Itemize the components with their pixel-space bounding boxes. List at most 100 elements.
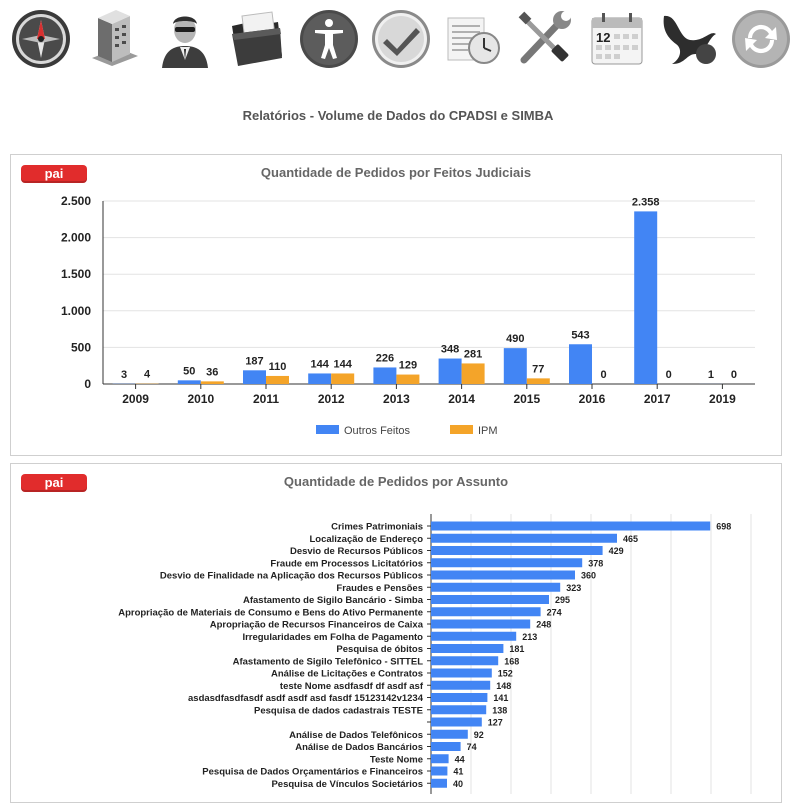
bar (431, 669, 492, 678)
data-label: 127 (488, 718, 503, 728)
data-label: 144 (311, 358, 330, 370)
y-tick-label: 1.500 (61, 267, 91, 281)
category-label: Pesquisa de Vínculos Societários (271, 779, 423, 790)
bar (431, 607, 541, 616)
x-tick-label: 2011 (253, 392, 279, 406)
data-label: 360 (581, 571, 596, 581)
data-label: 4 (144, 369, 151, 381)
calendar-day: 12 (596, 30, 610, 45)
data-label: 92 (474, 730, 484, 740)
bar (431, 705, 486, 714)
assunto-bar-chart: Crimes Patrimoniais 698 Localização de End… (11, 464, 781, 794)
bar (431, 767, 447, 776)
bar-outros-feitos (634, 211, 657, 384)
category-label: Apropriação de Materiais de Consumo e Be… (118, 607, 423, 618)
data-label: 323 (566, 583, 581, 593)
x-tick-label: 2009 (122, 392, 149, 406)
tools-icon[interactable] (514, 8, 576, 70)
data-label: 490 (506, 333, 524, 345)
data-label: 41 (453, 767, 463, 777)
data-label: 378 (588, 558, 603, 568)
accessibility-icon[interactable] (298, 8, 360, 70)
category-label: Afastamento de Sigilo Bancário - Simba (243, 595, 424, 606)
bar (431, 595, 549, 604)
bar-ipm (396, 375, 419, 384)
bar (431, 718, 482, 727)
data-label: 0 (731, 369, 737, 381)
bar (431, 632, 516, 641)
data-label: 44 (455, 754, 465, 764)
bar-outros-feitos (569, 344, 592, 384)
category-label: teste Nome asdfasdf df asdf asf (280, 681, 424, 692)
category-label: Afastamento de Sigilo Telefônico - SITTE… (233, 656, 424, 667)
data-label: 36 (206, 366, 218, 378)
data-label: 110 (269, 361, 287, 373)
folder-icon[interactable] (226, 8, 288, 70)
bar-ipm (201, 381, 224, 384)
chart-panel-feitos-judiciais: pai Quantidade de Pedidos por Feitos Jud… (10, 154, 782, 456)
category-label: Fraudes e Pensões (336, 583, 423, 594)
x-tick-label: 2019 (709, 392, 736, 406)
category-label: Pesquisa de óbitos (336, 644, 423, 655)
data-label: 2.358 (632, 196, 660, 208)
legend-label: Outros Feitos (344, 425, 411, 437)
y-tick-label: 1.000 (61, 304, 91, 318)
bar (431, 681, 490, 690)
category-label: Pesquisa de Dados Orçamentários e Financ… (202, 767, 423, 778)
bar-ipm (331, 373, 354, 384)
bar-outros-feitos (308, 373, 331, 384)
x-tick-label: 2015 (513, 392, 540, 406)
bar (431, 522, 710, 531)
y-tick-label: 0 (84, 377, 91, 391)
clock-document-icon[interactable] (442, 8, 504, 70)
bar (431, 742, 461, 751)
data-label: 168 (504, 656, 519, 666)
category-label: Teste Nome (370, 754, 423, 765)
network-icon[interactable] (658, 8, 720, 70)
data-label: 40 (453, 779, 463, 789)
data-label: 1 (708, 369, 714, 381)
legend-swatch (316, 425, 339, 434)
building-icon[interactable] (82, 8, 144, 70)
category-label: Irregularidades em Folha de Pagamento (242, 632, 423, 643)
data-label: 226 (376, 352, 394, 364)
bar (431, 644, 503, 653)
bar (431, 571, 575, 580)
category-label: Análise de Dados Bancários (295, 742, 423, 753)
agent-icon[interactable] (154, 8, 216, 70)
data-label: 74 (467, 742, 477, 752)
data-label: 698 (716, 522, 731, 532)
data-label: 3 (121, 369, 127, 381)
toolbar: 12 (8, 4, 788, 74)
data-label: 248 (536, 620, 551, 630)
x-tick-label: 2010 (187, 392, 214, 406)
bar-outros-feitos (243, 370, 266, 384)
bar-outros-feitos (439, 359, 462, 384)
category-label: Fraude em Processos Licitatórios (270, 558, 423, 569)
legend-swatch (450, 425, 473, 434)
bar-outros-feitos (373, 367, 396, 384)
legend-label: IPM (478, 425, 498, 437)
data-label: 141 (493, 693, 508, 703)
data-label: 429 (609, 546, 624, 556)
x-tick-label: 2012 (318, 392, 345, 406)
compass-icon[interactable] (10, 8, 72, 70)
x-tick-label: 2014 (448, 392, 475, 406)
bar-outros-feitos (504, 348, 527, 384)
bar (431, 546, 603, 555)
bar (431, 534, 617, 543)
bar-ipm (462, 363, 485, 384)
category-label: Crimes Patrimoniais (331, 522, 423, 533)
data-label: 465 (623, 534, 638, 544)
refresh-icon[interactable] (730, 8, 792, 70)
category-label: Localização de Endereço (309, 534, 423, 545)
data-label: 274 (547, 607, 562, 617)
data-label: 77 (532, 363, 544, 375)
calendar-icon[interactable]: 12 (586, 8, 648, 70)
bar (431, 656, 498, 665)
checkmark-icon[interactable] (370, 8, 432, 70)
bar-ipm (527, 378, 550, 384)
page-title: Relatórios - Volume de Dados do CPADSI e… (0, 108, 796, 123)
data-label: 0 (666, 369, 672, 381)
